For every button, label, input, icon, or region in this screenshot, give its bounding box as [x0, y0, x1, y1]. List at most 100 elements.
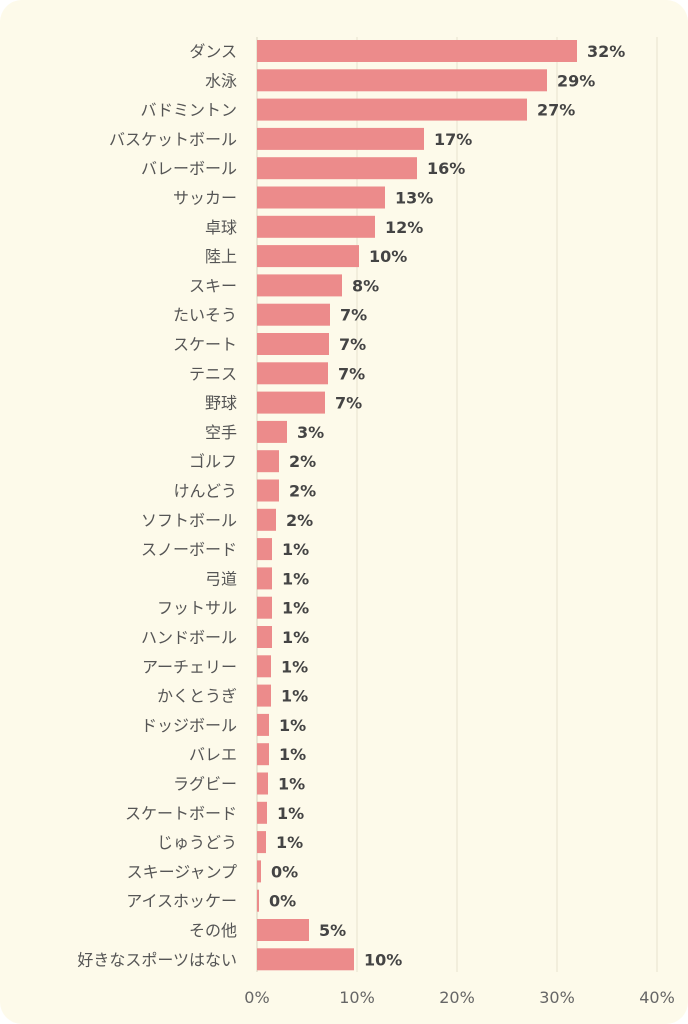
category-label: バドミントン — [141, 101, 237, 120]
bar — [257, 333, 329, 355]
category-label: サッカー — [173, 189, 237, 208]
x-tick-label: 10% — [339, 988, 375, 1007]
category-label: ゴルフ — [189, 452, 237, 471]
data-label: 1% — [276, 833, 303, 852]
data-label: 27% — [537, 101, 575, 120]
category-label: 空手 — [205, 423, 237, 442]
category-label: アイスホッケー — [126, 892, 237, 911]
category-label: ハンドボール — [141, 628, 237, 647]
bar — [257, 69, 547, 92]
data-label: 1% — [279, 716, 306, 735]
bar — [257, 655, 271, 678]
category-label: スケートボード — [125, 804, 237, 823]
data-label: 0% — [269, 892, 296, 911]
data-label: 7% — [339, 335, 366, 354]
x-tick-label: 20% — [439, 988, 475, 1007]
category-label: ソフトボール — [141, 511, 237, 530]
data-label: 32% — [587, 42, 625, 61]
bar — [257, 948, 354, 971]
category-label: アーチェリー — [142, 657, 237, 676]
data-label: 8% — [352, 276, 379, 295]
bar — [257, 157, 417, 180]
bar — [257, 684, 271, 707]
bar — [257, 889, 259, 912]
bar — [257, 743, 269, 766]
category-label: スノーボード — [141, 540, 237, 559]
bar — [257, 538, 272, 561]
x-tick-label: 40% — [639, 988, 675, 1007]
category-label: テニス — [189, 364, 237, 383]
bar — [257, 40, 577, 62]
x-tick-label: 0% — [244, 988, 269, 1007]
data-label: 1% — [278, 775, 305, 794]
bar — [257, 772, 268, 795]
category-label: ドッジボール — [141, 716, 237, 735]
data-label: 1% — [282, 599, 309, 618]
data-label: 29% — [557, 71, 595, 90]
bar — [257, 801, 267, 824]
category-label: 陸上 — [205, 247, 237, 266]
bar — [257, 567, 272, 590]
bar — [257, 860, 261, 883]
data-label: 7% — [338, 364, 365, 383]
data-label: 1% — [279, 745, 306, 764]
data-label: 10% — [369, 247, 407, 266]
bar — [257, 508, 276, 531]
category-label: じゅうどう — [157, 833, 237, 852]
data-label: 1% — [282, 569, 309, 588]
bar — [257, 362, 328, 385]
bar — [257, 626, 272, 648]
data-label: 1% — [282, 540, 309, 559]
bar — [257, 831, 266, 854]
bar — [257, 479, 279, 502]
data-label: 7% — [335, 394, 362, 413]
bar — [257, 127, 424, 150]
category-label: けんどう — [173, 482, 237, 501]
bar — [257, 420, 287, 443]
bar — [257, 98, 527, 121]
category-label: ダンス — [189, 42, 237, 61]
bar — [257, 391, 325, 414]
category-label: 水泳 — [205, 71, 237, 90]
bar — [257, 215, 375, 238]
x-tick-label: 30% — [539, 988, 575, 1007]
data-label: 13% — [395, 189, 433, 208]
bar — [257, 596, 272, 619]
data-label: 10% — [364, 950, 402, 969]
data-label: 1% — [282, 628, 309, 647]
category-label: 好きなスポーツはない — [77, 950, 237, 969]
bar — [257, 245, 359, 268]
category-label: ラグビー — [173, 775, 237, 794]
data-label: 1% — [281, 657, 308, 676]
bar — [257, 186, 385, 209]
data-label: 16% — [427, 159, 465, 178]
data-label: 17% — [434, 130, 472, 149]
bar — [257, 274, 342, 297]
data-label: 0% — [271, 862, 298, 881]
category-label: バスケットボール — [109, 130, 237, 149]
category-label: 野球 — [205, 394, 237, 413]
data-label: 3% — [297, 423, 324, 442]
bar — [257, 919, 309, 941]
category-label: フットサル — [157, 599, 237, 618]
data-label: 1% — [281, 687, 308, 706]
bar — [257, 450, 279, 473]
data-label: 2% — [289, 482, 316, 501]
category-label: 弓道 — [205, 569, 237, 588]
category-label: 卓球 — [205, 218, 237, 237]
category-label: バレエ — [189, 745, 237, 764]
category-label: かくとうぎ — [157, 687, 237, 706]
data-label: 2% — [289, 452, 316, 471]
category-label: スキージャンプ — [127, 862, 237, 881]
data-label: 5% — [319, 921, 346, 940]
category-label: スキー — [189, 276, 237, 295]
data-label: 12% — [385, 218, 423, 237]
data-label: 1% — [277, 804, 304, 823]
bar — [257, 303, 330, 326]
category-label: スケート — [173, 335, 237, 354]
category-label: たいそう — [173, 306, 237, 325]
bar — [257, 713, 269, 736]
category-label: その他 — [189, 921, 237, 940]
